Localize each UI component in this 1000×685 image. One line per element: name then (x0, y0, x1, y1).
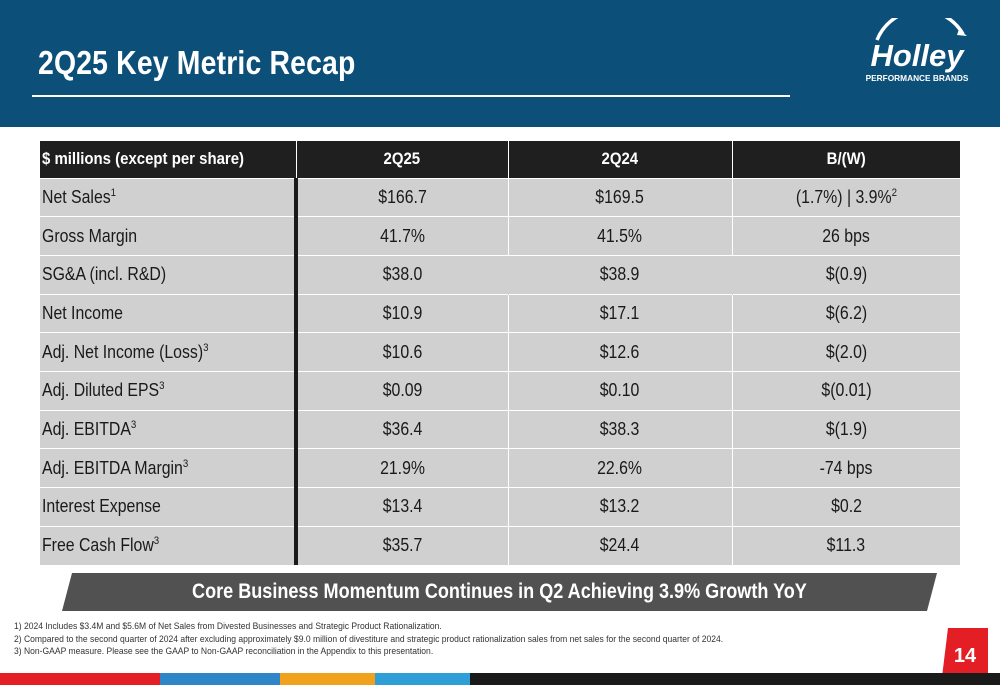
metric-label: Free Cash Flow3 (40, 525, 296, 565)
footnote-marker: 3 (130, 418, 137, 431)
value-2q24: $38.3 (507, 409, 732, 449)
footnote-3: 3) Non-GAAP measure. Please see the GAAP… (14, 646, 434, 657)
logo-wordmark: Holley (870, 38, 965, 73)
value-2q25: $166.7 (294, 177, 508, 217)
title-underline (32, 95, 790, 97)
table-row: Adj. EBITDA Margin3 21.9% 22.6% -74 bps (40, 448, 960, 488)
page-number: 14 (942, 628, 988, 677)
footnote-marker: 2 (891, 186, 897, 199)
metric-label: Adj. EBITDA Margin3 (40, 448, 296, 488)
table-row: Interest Expense $13.4 $13.2 $0.2 (40, 487, 960, 527)
holley-logo: Holley PERFORMANCE BRANDS (866, 18, 969, 83)
value-better-worse: $(0.01) (731, 370, 960, 411)
stripe-blue (160, 673, 280, 685)
logo-tagline: PERFORMANCE BRANDS (866, 73, 969, 83)
header-bar: 2Q25 Key Metric Recap Holley PERFORMANCE… (0, 0, 1000, 127)
value-2q24: $17.1 (507, 293, 732, 333)
value-2q25: $10.9 (294, 293, 508, 333)
value-2q25: $13.4 (294, 487, 508, 527)
table-row: Adj. Net Income (Loss)3 $10.6 $12.6 $(2.0) (40, 332, 960, 372)
value-2q25: $38.0 (294, 254, 508, 295)
metric-label: Adj. Net Income (Loss)3 (40, 332, 296, 372)
page-title: 2Q25 Key Metric Recap (38, 44, 356, 81)
banner-text: Core Business Momentum Continues in Q2 A… (192, 580, 807, 603)
footnote-marker: 1 (110, 186, 117, 199)
value-better-worse: $(1.9) (731, 409, 960, 449)
metric-label: Interest Expense (40, 487, 296, 527)
table-row: Net Sales1 $166.7 $169.5 (1.7%) | 3.9%2 (40, 177, 960, 217)
header-2q24: 2Q24 (507, 141, 732, 178)
value-2q25: 21.9% (294, 448, 508, 488)
stripe-red (0, 673, 160, 685)
value-better-worse: $(2.0) (731, 332, 960, 372)
footnote-marker: 3 (203, 341, 209, 354)
value-better-worse: -74 bps (731, 448, 960, 488)
value-better-worse: $(6.2) (731, 293, 960, 333)
header-better-worse: B/(W) (731, 141, 960, 178)
table-row: Adj. EBITDA3 $36.4 $38.3 $(1.9) (40, 409, 960, 449)
value-2q25: $10.6 (294, 332, 508, 372)
value-better-worse: 26 bps (731, 216, 960, 256)
value-2q24: $38.9 (507, 254, 732, 295)
table-row: SG&A (incl. R&D) $38.0 $38.9 $(0.9) (40, 254, 960, 295)
value-2q25: $36.4 (294, 409, 508, 449)
metric-label: Gross Margin (40, 216, 296, 256)
value-2q24: $169.5 (507, 177, 732, 217)
footnote-2: 2) Compared to the second quarter of 202… (14, 633, 724, 645)
table-row: Adj. Diluted EPS3 $0.09 $0.10 $(0.01) (40, 370, 960, 411)
value-better-worse: (1.7%) | 3.9%2 (731, 177, 960, 217)
metric-label: SG&A (incl. R&D) (40, 254, 296, 295)
value-2q24: $24.4 (507, 525, 732, 565)
value-better-worse: $0.2 (731, 487, 960, 527)
value-2q25: $35.7 (294, 525, 508, 565)
value-2q25: 41.7% (294, 216, 508, 256)
value-2q24: 22.6% (507, 448, 732, 488)
metric-label: Net Income (40, 293, 296, 333)
stripe-orange (280, 673, 375, 685)
stripe-lightblue (375, 673, 470, 685)
footnote-1: 1) 2024 Includes $3.4M and $5.6M of Net … (14, 621, 442, 632)
footnote-marker: 3 (153, 535, 160, 548)
value-better-worse: $11.3 (731, 525, 960, 565)
value-2q25: $0.09 (294, 370, 508, 411)
value-2q24: $0.10 (507, 370, 732, 411)
header-metric: $ millions (except per share) (40, 141, 296, 178)
value-2q24: $13.2 (507, 487, 732, 527)
metric-label: Adj. Diluted EPS3 (40, 370, 296, 411)
footnote-marker: 3 (159, 380, 165, 393)
footnote-marker: 3 (182, 457, 189, 470)
table-row: Free Cash Flow3 $35.7 $24.4 $11.3 (40, 525, 960, 565)
value-better-worse: $(0.9) (731, 254, 960, 295)
summary-banner: Core Business Momentum Continues in Q2 A… (62, 573, 937, 611)
metric-label: Net Sales1 (40, 177, 296, 217)
metrics-table: $ millions (except per share) 2Q25 2Q24 … (40, 141, 960, 565)
table-row: Net Income $10.9 $17.1 $(6.2) (40, 293, 960, 333)
footnotes: 1) 2024 Includes $3.4M and $5.6M of Net … (14, 621, 894, 659)
header-2q25: 2Q25 (295, 141, 508, 178)
metric-label: Adj. EBITDA3 (40, 409, 296, 449)
table-row: Gross Margin 41.7% 41.5% 26 bps (40, 216, 960, 256)
table-header-row: $ millions (except per share) 2Q25 2Q24 … (40, 141, 960, 178)
value-2q24: $12.6 (507, 332, 732, 372)
value-2q24: 41.5% (507, 216, 732, 256)
stripe-dark (470, 673, 1000, 685)
